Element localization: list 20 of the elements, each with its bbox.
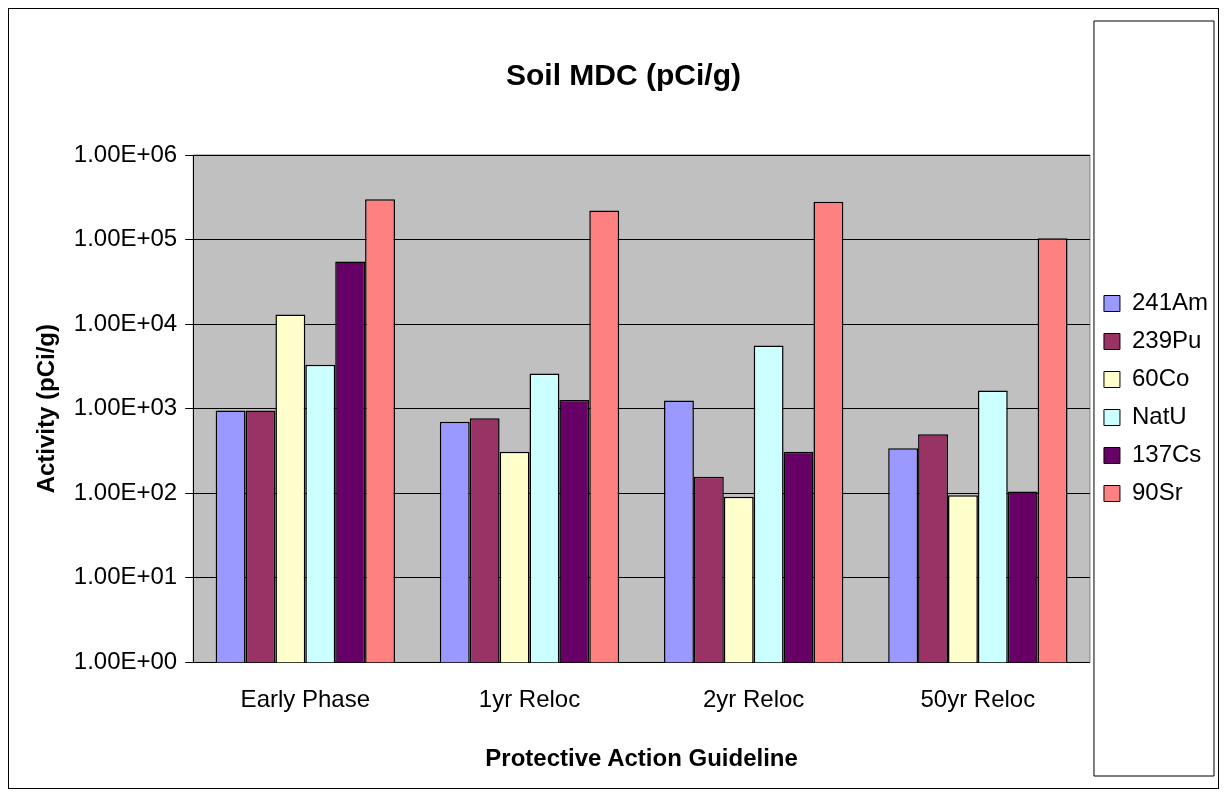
- legend-label: 137Cs: [1131, 440, 1202, 468]
- legend-label: NatU: [1131, 402, 1187, 430]
- chart-title: Soil MDC (pCi/g): [506, 58, 741, 92]
- legend-label: 241Am: [1131, 288, 1208, 316]
- legend-label: 90Sr: [1131, 478, 1183, 506]
- x-tick-label: Early Phase: [240, 685, 371, 713]
- y-axis-title: Activity (pCi/g): [32, 324, 60, 494]
- y-tick-label: 1.00E+06: [73, 139, 178, 167]
- y-tick-label: 1.00E+05: [73, 224, 178, 252]
- y-tick-label: 1.00E+00: [73, 647, 178, 675]
- y-tick-label: 1.00E+02: [73, 477, 178, 505]
- x-axis-title: Protective Action Guideline: [485, 744, 798, 772]
- x-tick-label: 2yr Reloc: [703, 685, 805, 713]
- x-tick-label: 50yr Reloc: [920, 685, 1036, 713]
- legend-label: 239Pu: [1131, 326, 1202, 354]
- legend-label: 60Co: [1131, 364, 1190, 392]
- x-tick-label: 1yr Reloc: [478, 685, 581, 713]
- y-tick-label: 1.00E+03: [73, 393, 178, 421]
- y-tick-label: 1.00E+04: [73, 308, 178, 336]
- y-tick-label: 1.00E+01: [73, 562, 178, 590]
